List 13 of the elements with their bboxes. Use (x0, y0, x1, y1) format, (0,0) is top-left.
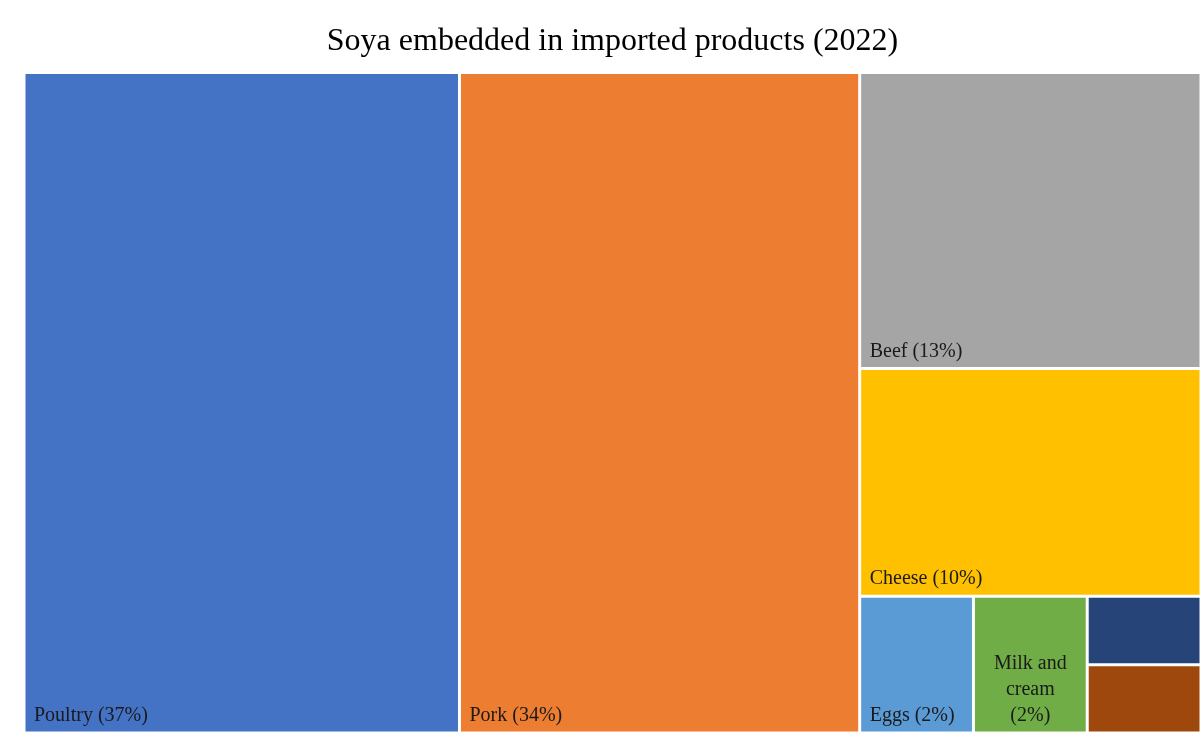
category-label: Eggs (869, 703, 910, 726)
data-label: (13%) (912, 338, 963, 362)
category-label: Poultry (34, 703, 93, 726)
category-label: Pork (469, 703, 508, 725)
category-label: Beef (869, 338, 908, 361)
data-label: (2%) (914, 703, 955, 726)
data-label: (37%) (97, 703, 148, 726)
category-label: Milk and cream (993, 651, 1067, 699)
data-label: (34%) (512, 703, 563, 726)
data-label: (2%) (1010, 703, 1051, 726)
data-label: (10%) (932, 566, 983, 590)
category-label: Cheese (869, 566, 928, 589)
text: Soya embedded in imported products (2022) (326, 20, 899, 57)
